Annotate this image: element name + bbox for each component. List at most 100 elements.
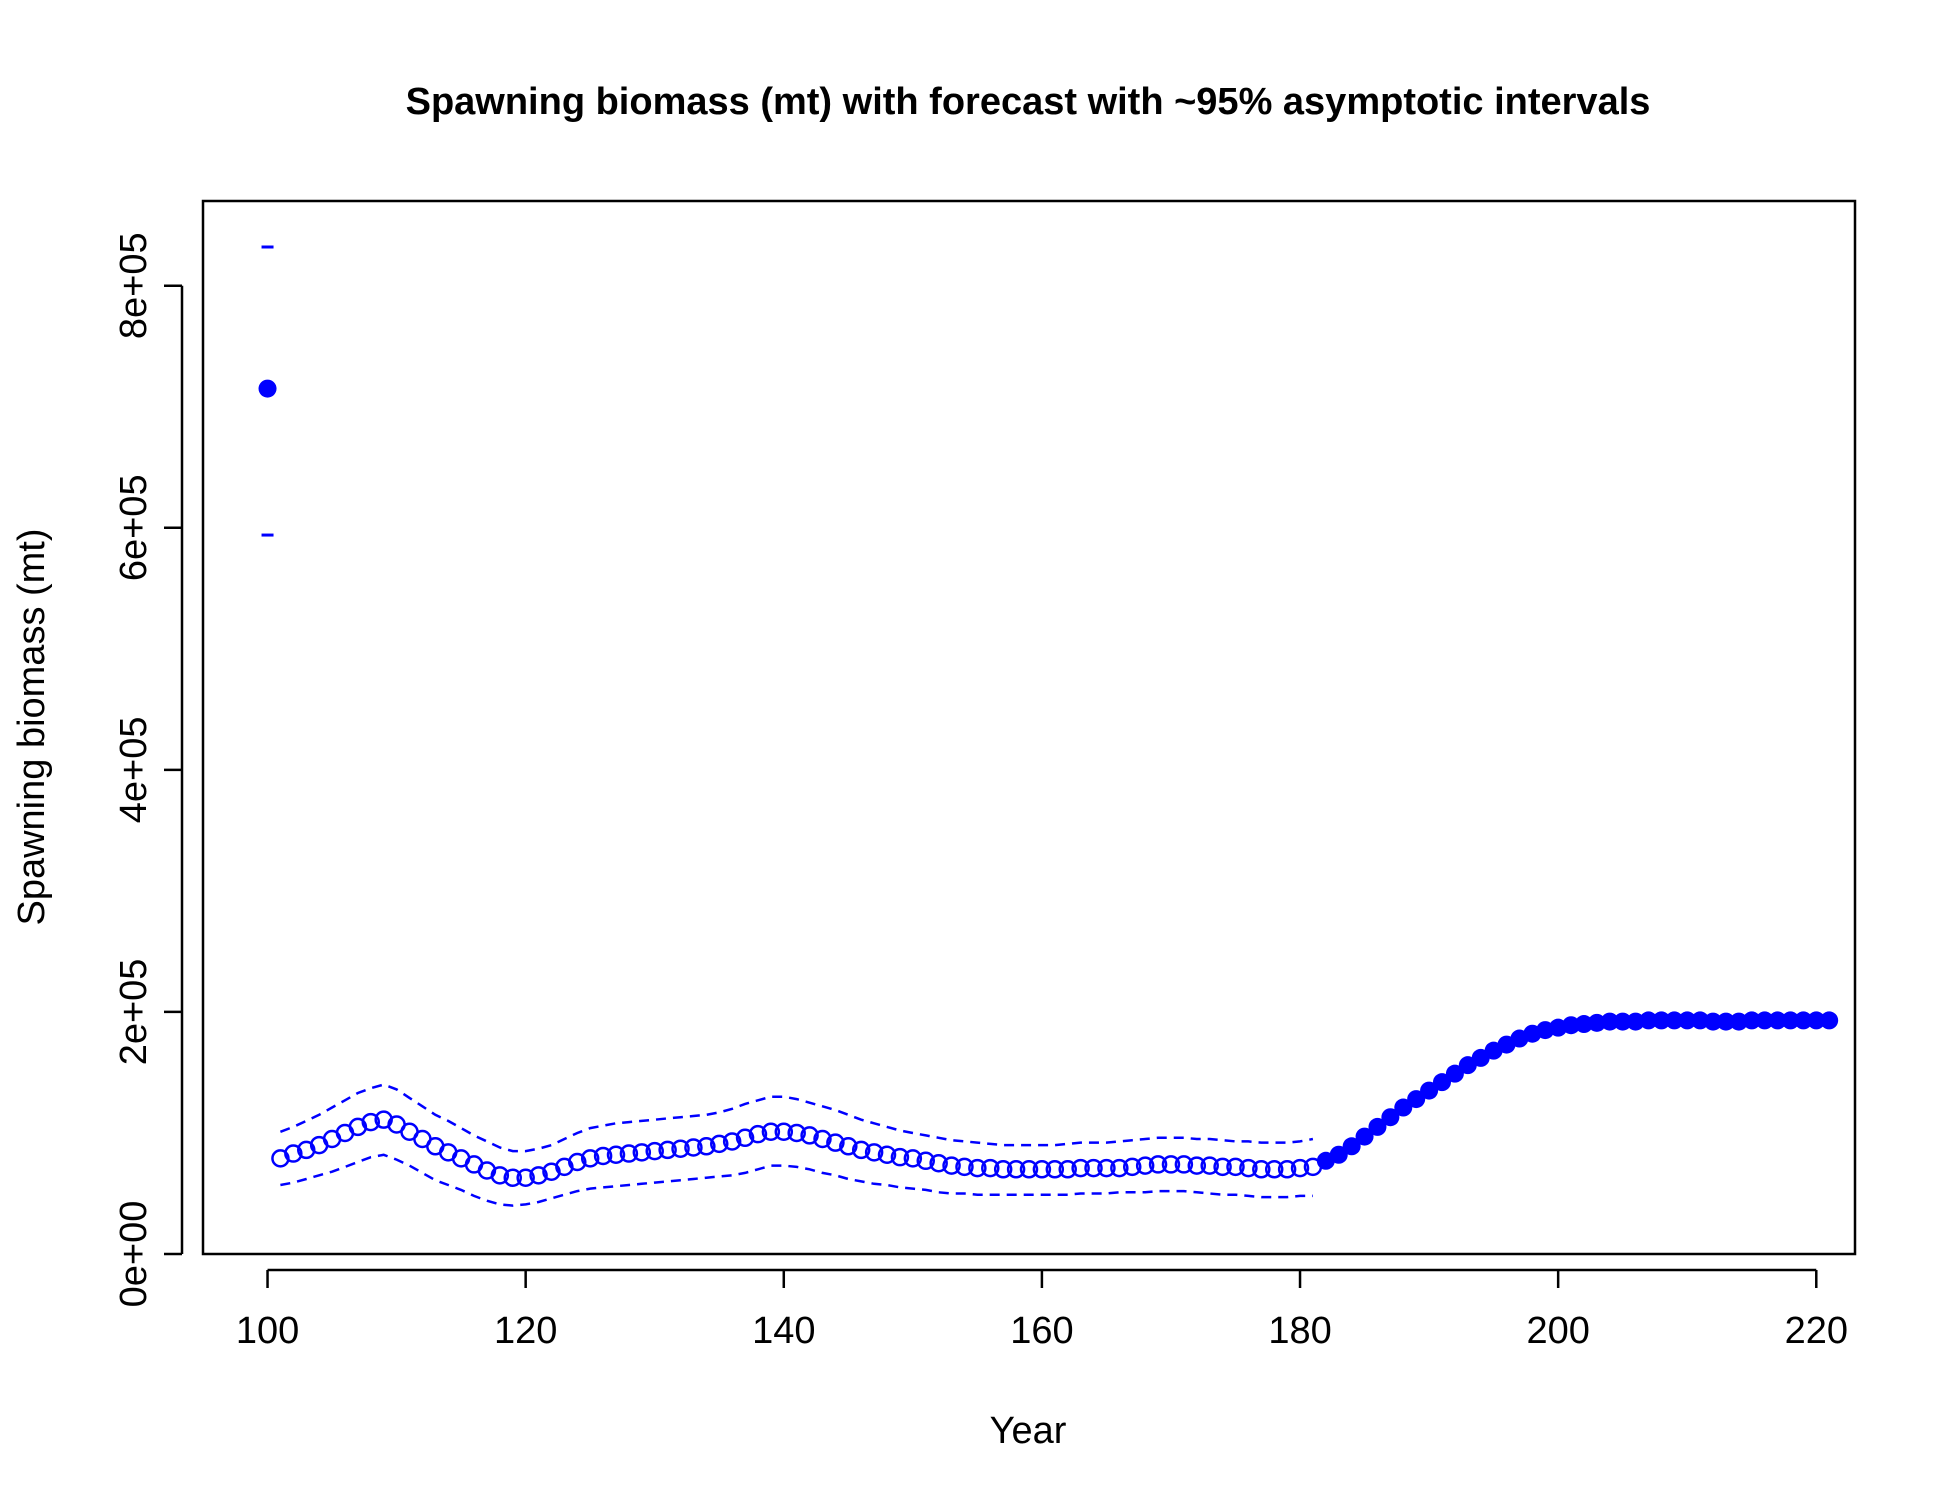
- forecast-point: [1704, 1012, 1723, 1031]
- estimated-point: [1019, 1160, 1039, 1179]
- estimated-point: [1200, 1156, 1219, 1175]
- y-axis: 0e+00 2e+05 4e+05 6e+05 8e+05: [113, 232, 184, 1308]
- estimated-point: [774, 1122, 794, 1142]
- forecast-point: [1420, 1081, 1439, 1100]
- forecast-point: [1381, 1108, 1400, 1127]
- virgin-point: [258, 379, 277, 398]
- forecast-point: [1600, 1012, 1619, 1031]
- forecast-point: [1652, 1011, 1671, 1030]
- estimated-point: [516, 1168, 535, 1187]
- x-tick-label: 220: [1785, 1310, 1848, 1352]
- estimated-point: [981, 1158, 1000, 1178]
- chart-title: Spawning biomass (mt) with forecast with…: [406, 81, 1651, 123]
- estimated-point: [684, 1138, 703, 1157]
- estimated-point: [1213, 1157, 1232, 1177]
- y-tick-label: 0e+00: [113, 1201, 155, 1308]
- y-tick-label: 8e+05: [113, 232, 155, 339]
- forecast-point: [1768, 1011, 1787, 1030]
- estimated-point: [1239, 1158, 1258, 1178]
- estimated-point: [735, 1128, 755, 1148]
- estimated-point: [800, 1126, 819, 1145]
- forecast-point: [1794, 1011, 1813, 1030]
- estimated-point: [632, 1143, 652, 1162]
- estimated-point: [813, 1129, 832, 1149]
- estimated-point: [1290, 1158, 1310, 1178]
- estimated-point: [787, 1123, 806, 1143]
- estimated-point: [839, 1137, 858, 1156]
- forecast-point: [1626, 1012, 1645, 1031]
- forecast-point: [1433, 1073, 1451, 1092]
- estimated-point: [580, 1149, 600, 1168]
- plot-frame: [201, 199, 1857, 1256]
- forecast-point: [1820, 1011, 1839, 1030]
- estimated-point: [1226, 1157, 1245, 1177]
- estimated-point: [1071, 1158, 1090, 1178]
- estimated-point: [658, 1140, 677, 1160]
- forecast-point: [1755, 1011, 1774, 1030]
- estimated-point: [1110, 1158, 1129, 1178]
- forecast-point: [1691, 1011, 1710, 1030]
- estimated-point: [1097, 1158, 1116, 1178]
- x-tick-label: 180: [1268, 1310, 1331, 1352]
- x-tick-label: 140: [752, 1310, 815, 1352]
- estimated-point: [955, 1157, 974, 1177]
- estimated-point: [503, 1168, 522, 1187]
- estimated-point: [748, 1124, 768, 1144]
- estimated-point: [361, 1112, 381, 1132]
- data-points: [258, 379, 1839, 1187]
- forecast-point: [1639, 1011, 1658, 1030]
- estimated-point: [645, 1141, 664, 1161]
- forecast-point: [1445, 1064, 1464, 1083]
- forecast-point: [1742, 1011, 1761, 1030]
- forecast-point: [1781, 1011, 1800, 1030]
- estimated-point: [697, 1137, 716, 1156]
- confidence-bands: [261, 245, 1314, 1207]
- estimated-point: [1006, 1160, 1026, 1179]
- forecast-point: [1562, 1016, 1581, 1035]
- estimated-point: [1264, 1160, 1284, 1179]
- estimated-point: [903, 1149, 923, 1168]
- x-tick-label: 100: [236, 1310, 299, 1352]
- estimated-point: [619, 1144, 639, 1163]
- estimated-point: [671, 1139, 690, 1158]
- forecast-point: [1329, 1145, 1348, 1164]
- estimated-point: [710, 1134, 729, 1154]
- estimated-point: [1084, 1158, 1103, 1178]
- forecast-point: [1716, 1012, 1735, 1031]
- y-tick-label: 4e+05: [113, 716, 155, 823]
- estimated-point: [1032, 1160, 1052, 1179]
- x-axis-label: Year: [990, 1410, 1067, 1452]
- estimated-point: [1277, 1160, 1297, 1179]
- x-axis: 100 120 140 160 180 200 220: [236, 1268, 1848, 1352]
- forecast-point: [1394, 1098, 1413, 1117]
- estimated-point: [1174, 1155, 1194, 1174]
- estimated-point: [877, 1145, 897, 1165]
- estimated-point: [490, 1166, 510, 1185]
- x-tick-label: 120: [494, 1310, 557, 1352]
- forecast-point: [1665, 1011, 1684, 1030]
- forecast-point: [1678, 1011, 1697, 1030]
- estimated-point: [568, 1152, 587, 1172]
- y-axis-label: Spawning biomass (mt): [11, 528, 53, 925]
- forecast-point: [1587, 1013, 1606, 1032]
- forecast-point: [1574, 1015, 1593, 1034]
- forecast-point: [1368, 1117, 1387, 1136]
- estimated-point: [1135, 1156, 1155, 1175]
- estimated-point: [606, 1145, 626, 1165]
- estimated-point: [864, 1143, 884, 1162]
- estimated-point: [916, 1151, 935, 1171]
- estimated-point: [1187, 1156, 1207, 1175]
- estimated-point: [529, 1166, 548, 1185]
- estimated-point: [1045, 1160, 1065, 1179]
- estimated-point: [929, 1153, 948, 1173]
- estimated-point: [993, 1160, 1013, 1179]
- estimated-point: [968, 1158, 987, 1178]
- x-tick-label: 160: [1010, 1310, 1073, 1352]
- estimated-point: [722, 1132, 742, 1151]
- estimated-point: [1123, 1157, 1142, 1177]
- estimated-point: [1058, 1160, 1077, 1179]
- upper-interval-line: [279, 1083, 1314, 1153]
- estimated-point: [942, 1156, 961, 1175]
- estimated-point: [761, 1122, 781, 1142]
- forecast-point: [1729, 1012, 1748, 1031]
